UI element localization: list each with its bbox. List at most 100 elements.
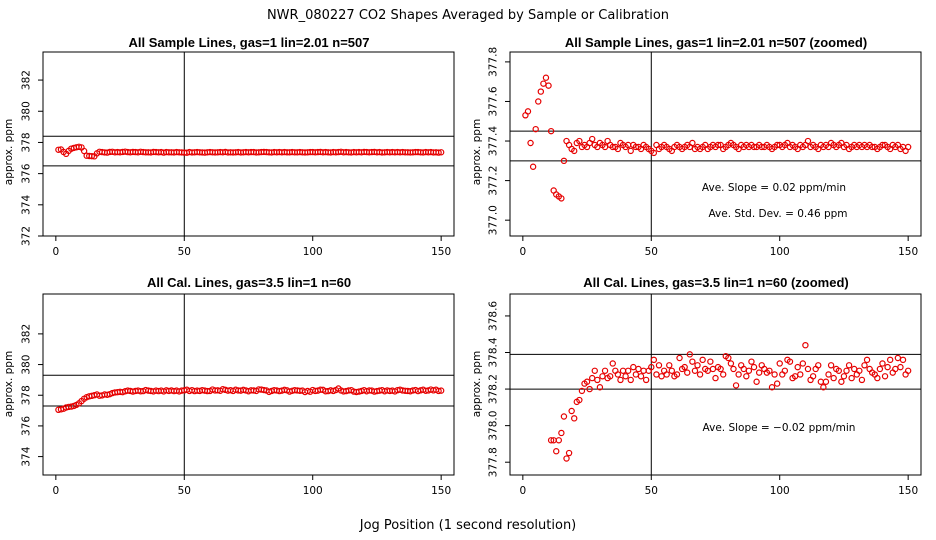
data-point [545,82,552,89]
x-tick-label: 0 [520,246,527,258]
data-point [663,371,670,378]
data-point [689,139,696,147]
x-tick-label: 150 [431,246,451,258]
x-tick-label: 0 [53,485,60,497]
data-point [725,354,732,362]
data-point [794,363,801,371]
x-tick-label: 150 [431,485,451,497]
data-point [840,373,848,380]
data-point [843,367,850,374]
data-point [755,369,763,376]
data-point [802,341,809,349]
data-point [560,413,568,420]
data-point [720,371,727,378]
data-point [897,363,904,371]
axes-layer: 0 50 100 150 372 374 376 378 380 382 [21,52,454,258]
data-point [904,143,912,151]
data-point [750,363,758,371]
panel-sample: All Sample Lines, gas=1 lin=2.01 n=507 a… [3,35,455,258]
data-point [748,358,755,365]
data-point [822,378,830,385]
data-point [624,367,632,374]
panel-title: All Cal. Lines, gas=3.5 lin=1 n=60 (zoom… [583,275,849,290]
axes-layer: 0 50 100 150 374 376 378 380 382 [21,294,454,497]
data-point [80,147,88,155]
points-layer [547,341,912,462]
data-point [637,373,645,380]
data-point [578,387,586,395]
y-tick-label: 374 [21,446,33,466]
data-point [879,141,886,149]
data-point [745,367,753,374]
data-point [609,360,616,367]
data-point [858,376,866,384]
data-point [88,152,96,160]
data-point [758,143,765,151]
data-point [586,385,593,393]
data-point [773,141,781,149]
plot-frame [509,51,922,237]
data-point [614,371,622,378]
data-point [601,143,609,151]
data-point [717,365,724,373]
points-layer [55,385,445,414]
data-point [599,373,606,380]
x-tick-label: 0 [520,485,527,497]
data-point [606,373,614,380]
panel-title: All Cal. Lines, gas=3.5 lin=1 n=60 [147,275,351,290]
data-point [527,139,534,147]
data-point [799,360,807,367]
axes-layer: 0 50 100 150 377.0 377.2 377.4 377.6 377.8 [488,47,921,258]
data-point [75,143,83,151]
data-point [558,429,565,437]
data-point [797,371,804,378]
y-tick-label: 378.6 [488,301,500,331]
y-tick-label: 377.2 [488,166,500,196]
y-tick-label: 372 [21,226,33,246]
data-point [874,374,881,382]
panel-cal-zoomed: All Cal. Lines, gas=3.5 lin=1 n=60 (zoom… [471,275,922,497]
data-point [591,367,598,374]
data-point [668,367,676,374]
data-point [781,367,789,374]
plot-frame [509,293,922,476]
data-point [848,374,855,382]
data-point [735,371,742,378]
data-point [619,367,627,374]
data-point [601,367,609,374]
data-point [589,374,596,382]
data-point [694,362,701,369]
data-point [768,384,776,391]
data-point [699,356,706,364]
y-tick-label: 377.8 [488,47,500,77]
data-point [732,382,740,389]
data-point [820,384,827,391]
data-point [435,149,442,156]
data-point [886,356,894,364]
data-point [630,363,637,371]
data-point [553,448,560,455]
data-point [437,387,445,394]
data-point [627,376,634,384]
x-tick-label: 100 [770,246,790,258]
panel-title: All Sample Lines, gas=1 lin=2.01 n=507 [129,35,370,50]
figure-title: NWR_080227 CO2 Shapes Averaged by Sample… [267,8,669,23]
data-point [838,378,845,385]
data-point [655,362,663,369]
data-point [583,378,591,385]
data-point [776,360,783,367]
data-point [540,80,547,87]
x-tick-label: 150 [898,246,918,258]
y-tick-label: 377.8 [488,447,500,477]
x-tick-label: 100 [770,485,790,497]
data-point [684,369,691,376]
data-point [863,356,871,364]
data-point [673,371,681,378]
data-point [622,373,629,380]
data-point [804,365,812,373]
data-point [689,358,696,365]
data-point [635,365,642,373]
data-point [835,367,843,374]
data-point [894,354,902,362]
